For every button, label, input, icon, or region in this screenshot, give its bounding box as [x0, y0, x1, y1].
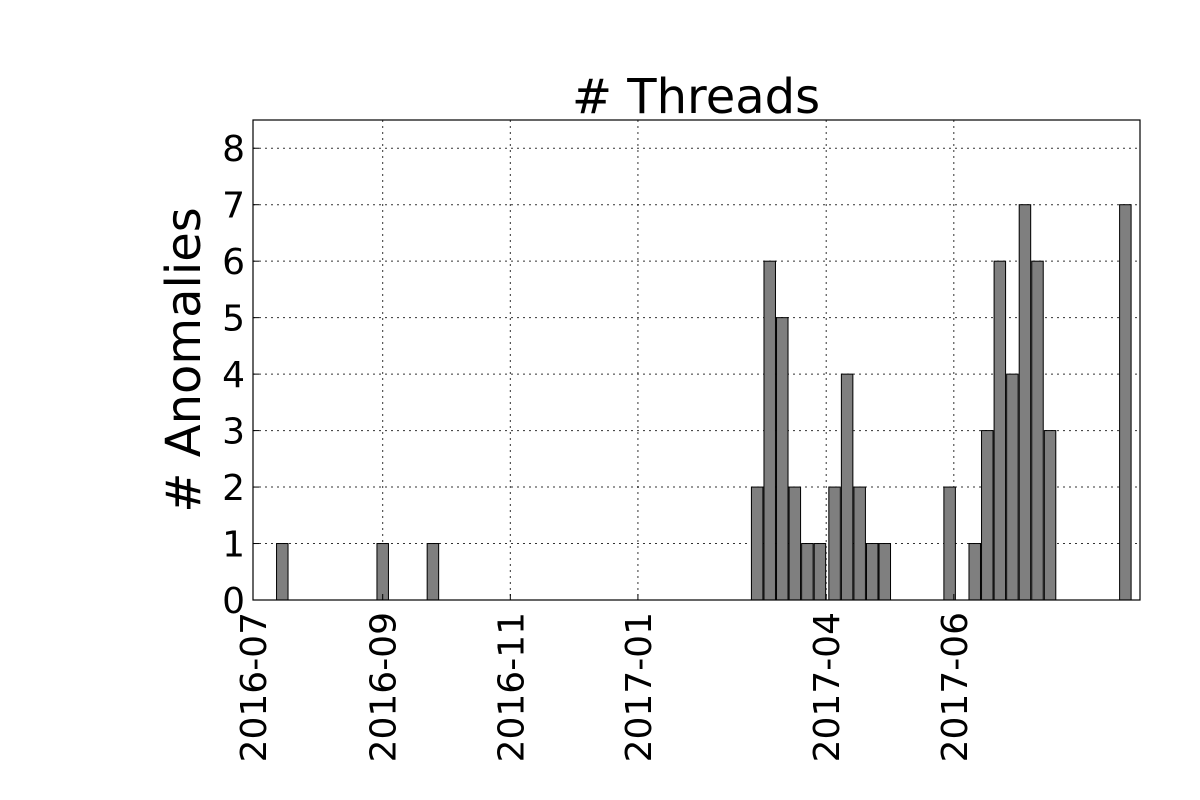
x-tick-labels: 2016-07 2016-09 2016-11 2017-01 2017-04 2017-… — [234, 594, 976, 762]
x-tick-label: 2016-11 — [491, 612, 532, 762]
bar-2017-07-11 — [1031, 260, 1044, 601]
y-tick-label: 8 — [222, 129, 245, 170]
bar-2017-04-05 — [828, 486, 841, 601]
bar-2017-02-27 — [750, 486, 764, 601]
bar-2017-04-23 — [865, 543, 879, 601]
y-tick-labels: 0 1 2 3 4 5 6 7 8 — [222, 129, 259, 622]
bar-2017-03-11 — [776, 317, 789, 601]
bar-2017-04-29 — [878, 543, 892, 601]
bar-2016-09-01 — [376, 543, 389, 601]
bar-2017-08-22 — [1119, 204, 1132, 601]
bar-2017-03-05 — [763, 260, 776, 601]
bar-2016-07-15 — [276, 543, 289, 601]
bars — [276, 204, 1132, 601]
bar-2017-04-17 — [853, 486, 866, 601]
y-axis-title: # Anomalies — [156, 207, 212, 512]
y-tick-label: 7 — [222, 186, 245, 227]
bar-2017-03-23 — [801, 543, 814, 601]
bar-2017-06-29 — [1006, 373, 1019, 601]
bar-2017-05-30 — [943, 486, 956, 601]
y-tick-label: 3 — [222, 412, 245, 453]
bar-2017-06-23 — [993, 260, 1007, 601]
y-tick-label: 6 — [222, 242, 245, 283]
chart-title: # Threads — [572, 69, 820, 125]
y-tick-label: 4 — [222, 355, 245, 396]
y-tick-label: 2 — [222, 468, 245, 509]
bar-2017-06-17 — [981, 430, 994, 601]
y-tick-label: 1 — [222, 525, 245, 566]
bar-2016-09-25 — [426, 543, 440, 601]
x-tick-label: 2017-01 — [619, 612, 660, 762]
x-tick-label: 2017-04 — [807, 612, 848, 762]
y-tick-label: 5 — [222, 299, 245, 340]
plot-frame — [252, 119, 1141, 601]
bar-2017-03-29 — [813, 543, 827, 601]
bar-2017-03-17 — [788, 486, 802, 601]
y-tick-label: 0 — [222, 581, 245, 622]
bar-2017-06-11 — [968, 543, 981, 601]
x-tick-label: 2016-07 — [234, 612, 275, 762]
bar-2017-04-11 — [840, 373, 854, 601]
bar-2017-07-17 — [1043, 430, 1057, 601]
x-tick-label: 2017-06 — [935, 612, 976, 762]
x-tick-label: 2016-09 — [364, 612, 405, 762]
bar-2017-07-05 — [1018, 204, 1032, 601]
